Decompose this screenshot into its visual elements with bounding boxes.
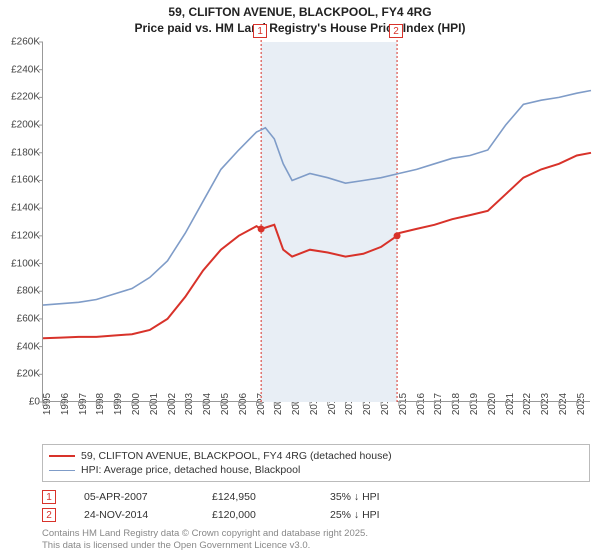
sale-marker-2: 2: [42, 508, 56, 522]
plot-area: [42, 42, 590, 402]
sales-row-2: 2 24-NOV-2014 £120,000 25% ↓ HPI: [42, 506, 420, 524]
chart-container: 59, CLIFTON AVENUE, BLACKPOOL, FY4 4RG P…: [0, 0, 600, 560]
y-tick-label: £260K: [11, 37, 40, 48]
y-tick-label: £140K: [11, 203, 40, 214]
y-tick-label: £160K: [11, 175, 40, 186]
sale-date-1: 05-APR-2007: [84, 491, 184, 503]
y-tick-label: £20K: [17, 369, 40, 380]
legend-label-2: HPI: Average price, detached house, Blac…: [81, 464, 300, 476]
y-tick-label: £60K: [17, 313, 40, 324]
chart-marker-1: 1: [253, 24, 267, 38]
sale-marker-1: 1: [42, 490, 56, 504]
legend: 59, CLIFTON AVENUE, BLACKPOOL, FY4 4RG (…: [42, 444, 590, 482]
footer-line-1: Contains HM Land Registry data © Crown c…: [42, 528, 368, 540]
title-line-1: 59, CLIFTON AVENUE, BLACKPOOL, FY4 4RG: [0, 4, 600, 20]
chart-title: 59, CLIFTON AVENUE, BLACKPOOL, FY4 4RG P…: [0, 0, 600, 36]
sale-date-2: 24-NOV-2014: [84, 509, 184, 521]
footer-line-2: This data is licensed under the Open Gov…: [42, 540, 368, 552]
y-tick-label: £120K: [11, 230, 40, 241]
y-tick-label: £240K: [11, 64, 40, 75]
y-tick-label: £220K: [11, 92, 40, 103]
footer: Contains HM Land Registry data © Crown c…: [42, 528, 368, 552]
sales-row-1: 1 05-APR-2007 £124,950 35% ↓ HPI: [42, 488, 420, 506]
chart-marker-2: 2: [389, 24, 403, 38]
y-tick-label: £180K: [11, 147, 40, 158]
legend-swatch-2: [49, 470, 75, 471]
sale-diff-2: 25% ↓ HPI: [330, 509, 420, 521]
legend-item-1: 59, CLIFTON AVENUE, BLACKPOOL, FY4 4RG (…: [49, 449, 583, 463]
plot-svg: [43, 42, 591, 402]
y-tick-label: £40K: [17, 341, 40, 352]
sales-table: 1 05-APR-2007 £124,950 35% ↓ HPI 2 24-NO…: [42, 488, 420, 524]
sale-price-2: £120,000: [212, 509, 302, 521]
legend-label-1: 59, CLIFTON AVENUE, BLACKPOOL, FY4 4RG (…: [81, 450, 392, 462]
y-tick-label: £80K: [17, 286, 40, 297]
legend-item-2: HPI: Average price, detached house, Blac…: [49, 463, 583, 477]
sale-diff-1: 35% ↓ HPI: [330, 491, 420, 503]
y-tick-label: £0: [29, 397, 40, 408]
y-tick-label: £100K: [11, 258, 40, 269]
y-tick-label: £200K: [11, 120, 40, 131]
title-line-2: Price paid vs. HM Land Registry's House …: [0, 20, 600, 36]
legend-swatch-1: [49, 455, 75, 457]
sale-price-1: £124,950: [212, 491, 302, 503]
